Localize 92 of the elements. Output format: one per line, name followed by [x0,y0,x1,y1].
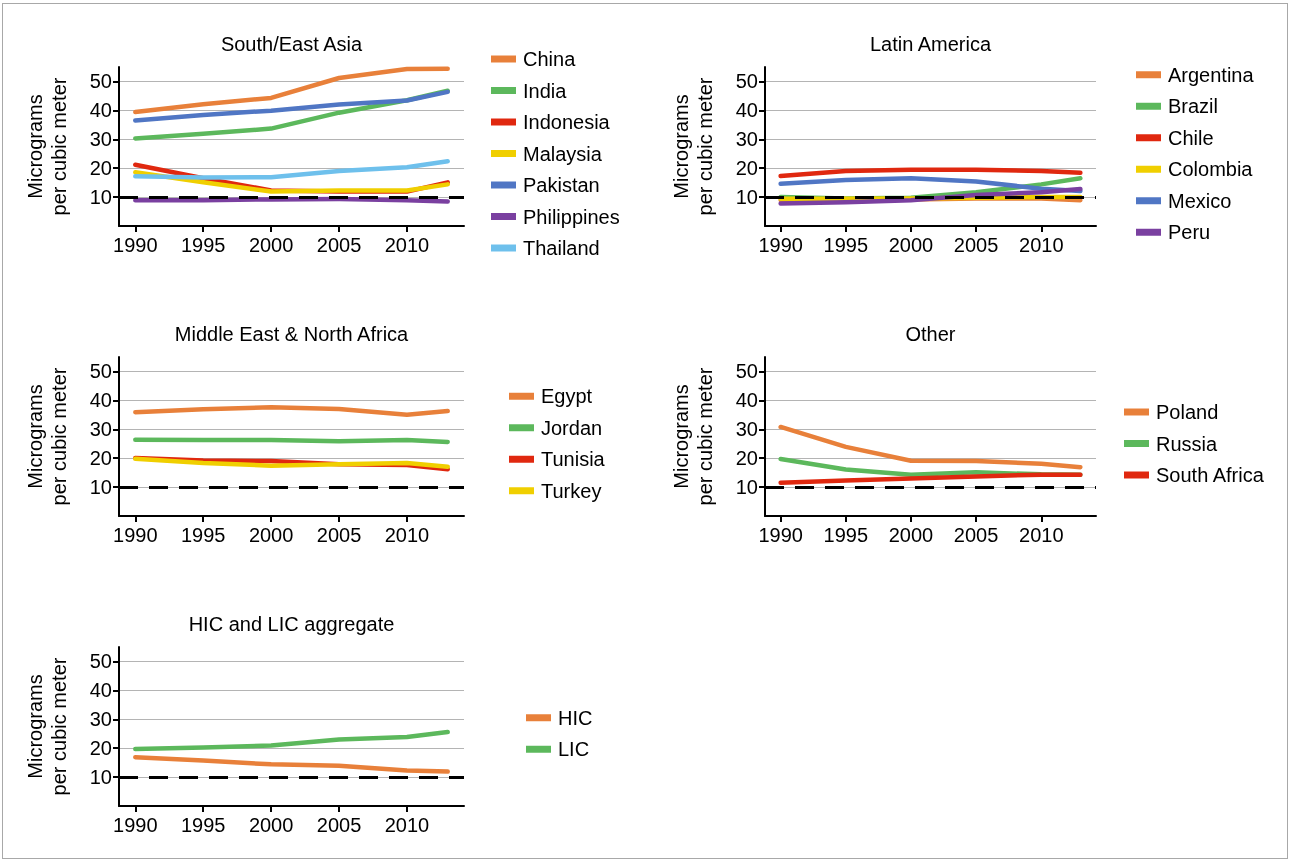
x-tick-label: 1995 [180,814,226,836]
line-series [133,158,450,180]
legend-label: Philippines [523,205,620,228]
x-tick-label: 2010 [1019,524,1064,546]
legend-label: Thailand [523,237,600,259]
x-tick-label: 1990 [758,234,803,256]
x-tick-label: 2005 [316,524,362,546]
chart-title: Other [905,323,956,345]
x-tick-label: 2005 [316,234,362,256]
legend-label: Tunisia [541,448,606,471]
legend-label: Pakistan [523,174,600,196]
x-tick-label: 1995 [180,234,226,256]
line-series [133,405,450,418]
y-tick-label: 20 [89,157,112,180]
y-tick-label: 10 [89,476,112,499]
y-tick-label: 40 [89,679,112,702]
y-tick-label: 50 [89,650,112,673]
legend-label: Poland [1156,401,1219,423]
line-series [133,89,450,123]
y-tick-label: 30 [735,128,758,151]
y-tick-label: 20 [89,447,112,470]
line-series [778,472,1083,485]
x-tick-label: 2010 [1019,234,1064,256]
legend-label: India [523,79,568,102]
x-tick-label: 1995 [823,524,869,546]
y-axis-title: Micrograms per cubic meter [24,77,70,216]
y-tick-label: 10 [735,186,758,209]
y-axis-title: Micrograms per cubic meter [670,367,716,506]
line-series [133,66,450,115]
y-tick-label: 10 [89,186,112,209]
chart-title: South/East Asia [220,33,363,55]
y-tick-label: 50 [735,70,758,93]
x-tick-label: 2000 [888,524,934,546]
legend-label: Malaysia [523,142,603,165]
legend-label: Argentina [1168,63,1255,86]
legend-label: Russia [1156,432,1219,455]
y-tick-label: 20 [735,157,758,180]
y-axis-title: Micrograms per cubic meter [24,367,70,506]
chart-title: Latin America [869,33,992,55]
y-tick-label: 50 [89,360,112,383]
chart-title: Middle East & North Africa [174,323,410,345]
x-tick-label: 2010 [384,814,430,836]
y-tick-label: 50 [89,70,112,93]
y-tick-label: 10 [89,766,112,789]
y-tick-label: 20 [89,737,112,760]
legend-label: Turkey [541,479,602,502]
line-series [778,186,1083,206]
line-series [778,424,1083,470]
x-tick-label: 2005 [953,524,999,546]
legend-label: China [523,48,577,70]
x-tick-label: 2010 [384,524,430,546]
y-tick-label: 40 [735,389,758,412]
legend-label: Mexico [1168,189,1232,212]
x-tick-label: 2000 [248,524,294,546]
x-tick-label: 1995 [180,524,226,546]
legend-label: Peru [1168,221,1211,244]
y-tick-label: 40 [735,99,758,122]
legend-label: South Africa [1156,464,1265,486]
legend-label: LIC [558,738,590,761]
line-series [133,729,450,752]
x-tick-label: 2000 [248,234,294,256]
line-series [778,167,1083,179]
y-tick-label: 30 [89,128,112,151]
y-tick-label: 20 [735,447,758,470]
x-tick-label: 2000 [248,814,294,836]
legend-label: HIC [558,706,593,729]
y-tick-label: 40 [89,389,112,412]
line-series [133,754,450,774]
x-tick-label: 1990 [113,234,158,256]
legend-label: Indonesia [523,111,611,133]
x-tick-label: 1990 [758,524,803,546]
legend-label: Colombia [1168,158,1254,181]
y-tick-label: 50 [735,360,758,383]
y-tick-label: 40 [89,99,112,122]
legend-label: Jordan [541,416,603,439]
x-tick-label: 2000 [888,234,934,256]
x-tick-label: 2005 [953,234,999,256]
x-tick-label: 1990 [113,524,158,546]
legend-label: Egypt [541,385,593,408]
chart-title: HIC and LIC aggregate [188,613,395,635]
x-tick-label: 1990 [113,814,158,836]
y-tick-label: 30 [89,418,112,441]
x-tick-label: 1995 [823,234,869,256]
y-axis-title: Micrograms per cubic meter [24,657,70,796]
y-axis-title: Micrograms per cubic meter [670,77,716,216]
legend-label: Chile [1168,126,1214,149]
y-tick-label: 30 [89,708,112,731]
x-tick-label: 2005 [316,814,362,836]
y-tick-label: 30 [735,418,758,441]
x-tick-label: 2010 [384,234,430,256]
y-tick-label: 10 [735,476,758,499]
legend-label: Brazil [1168,95,1219,118]
